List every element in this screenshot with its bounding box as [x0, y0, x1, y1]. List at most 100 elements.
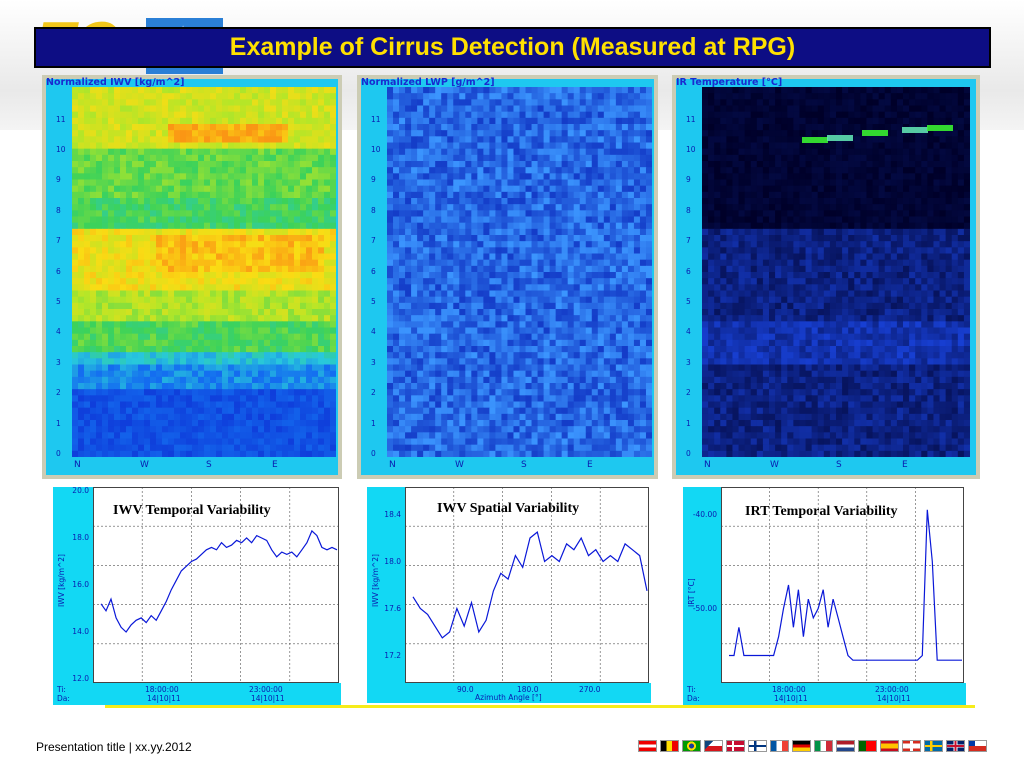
y-axis-label: IWV [kg/m^2] [371, 554, 380, 607]
y-tick-label: 16.0 [72, 580, 89, 589]
x-date-label: 14|10|11 [877, 694, 911, 703]
flag-pt-icon [858, 740, 877, 752]
x-tick-label: S [521, 460, 527, 470]
x-tick-label: 23:00:00 [875, 685, 909, 694]
grid [405, 487, 649, 683]
flag-de-icon [792, 740, 811, 752]
y-tick-label: 18.4 [384, 509, 401, 519]
y-tick-label: 9 [371, 175, 376, 185]
lwp-heatmap-panel: Normalized LWP [g/m^2] 0 1 2 3 4 5 6 7 8 9 10 11 N W S… [357, 75, 658, 479]
flag-nl-icon [836, 740, 855, 752]
y-tick-label: 0 [371, 449, 376, 458]
y-tick-label: 3 [686, 357, 691, 367]
x-date-label: 14|10|11 [774, 694, 808, 703]
flag-fr-icon [770, 740, 789, 752]
chart-title: IRT Temporal Variability [745, 504, 898, 519]
y-tick-label: 6 [56, 266, 61, 276]
x-tick-label: 18:00:00 [772, 685, 806, 694]
x-tick-label: 18:00:00 [145, 685, 179, 694]
y-tick-label: 17.2 [384, 650, 401, 660]
y-tick-label: 10 [686, 145, 696, 154]
x-date-label: 14|10|11 [147, 694, 181, 703]
flag-es-icon [880, 740, 899, 752]
flag-be-icon [660, 740, 679, 752]
heatmap-title: Normalized IWV [kg/m^2] [46, 77, 185, 88]
y-tick-label: 2 [686, 388, 691, 398]
y-tick-label: 0 [686, 449, 691, 458]
y-tick-label: 8 [371, 205, 376, 215]
y-tick-label: 3 [371, 357, 376, 367]
x-date-label: 14|10|11 [251, 694, 285, 703]
y-tick-label: 7 [686, 236, 691, 246]
flag-br-icon [682, 740, 701, 752]
x-tick-label: N [389, 460, 396, 470]
grid [93, 487, 339, 683]
x-tick-label: N [704, 460, 711, 470]
x-tick-label: E [272, 460, 278, 470]
heatmap-title: Normalized LWP [g/m^2] [361, 77, 495, 88]
flag-gb-icon [946, 740, 965, 752]
y-tick-label: 12.0 [72, 674, 89, 683]
series-line [412, 531, 648, 639]
y-tick-label: 1 [56, 418, 61, 428]
y-tick-label: 5 [686, 297, 691, 306]
y-tick-label: 20.0 [72, 486, 89, 495]
chart-title: IWV Spatial Variability [437, 501, 580, 516]
y-tick-label: 11 [371, 114, 381, 124]
irt-heatmap [702, 87, 970, 457]
x-tick-label: S [206, 460, 212, 470]
flag-cl-icon [968, 740, 987, 752]
y-tick-label: 8 [56, 205, 61, 215]
flag-cz-icon [704, 740, 723, 752]
divider-line [105, 705, 975, 708]
y-tick-label: 9 [56, 175, 61, 185]
x-tick-label: N [74, 460, 81, 470]
series-line [100, 529, 338, 633]
x-tick-label: E [902, 460, 908, 470]
flag-dk-icon [726, 740, 745, 752]
x-tick-label: W [455, 460, 464, 470]
series-line [729, 509, 962, 661]
y-tick-label: 10 [371, 145, 381, 154]
y-tick-label: 4 [371, 327, 376, 337]
y-tick-label: 2 [56, 388, 61, 398]
x-tick-label: 180.0 [517, 685, 539, 694]
cirrus-band [802, 125, 953, 143]
x-tick-label: W [770, 460, 779, 470]
flag-at-icon [638, 740, 657, 752]
iwv-heatmap-panel: Normalized IWV [kg/m^2] 0 1 2 3 4 5 6 7 8 9 10 11 N W… [42, 75, 342, 479]
y-tick-label: 8 [686, 205, 691, 215]
x-tick-label: 23:00:00 [249, 685, 283, 694]
chart-title: IWV Temporal Variability [113, 503, 271, 518]
y-tick-label: 7 [56, 236, 61, 246]
y-tick-label: 0 [56, 449, 61, 458]
y-tick-label: 1 [371, 418, 376, 428]
lwp-heatmap [387, 87, 652, 457]
flag-row [638, 740, 987, 752]
y-tick-label: -50.00 [692, 603, 717, 613]
y-tick-label: 4 [686, 327, 691, 337]
y-axis-label: IRT [°C] [687, 578, 696, 607]
flag-fi-icon [748, 740, 767, 752]
y-tick-label: 1 [686, 418, 691, 428]
y-tick-label: 3 [56, 357, 61, 367]
x-tick-label: S [836, 460, 842, 470]
flag-ch-icon [902, 740, 921, 752]
y-tick-label: 5 [56, 297, 61, 306]
grid [721, 487, 964, 683]
y-tick-label: 17.6 [384, 603, 401, 613]
x-tick-label: 270.0 [579, 685, 601, 694]
x-tick-label: W [140, 460, 149, 470]
y-tick-label: 6 [686, 266, 691, 276]
x-row-label: Da: [687, 694, 700, 703]
x-row-label: Ti: [687, 685, 696, 694]
irt-temporal-chart: IRT Temporal Variability -40.00 -50.00 IRT… [683, 487, 966, 705]
y-tick-label: 4 [56, 327, 61, 337]
y-tick-label: 9 [686, 175, 691, 185]
y-tick-label: 7 [371, 236, 376, 246]
x-tick-label: E [587, 460, 593, 470]
footer-text: Presentation title | xx.yy.2012 [36, 740, 192, 754]
y-tick-label: 18.0 [72, 533, 89, 542]
y-tick-label: 11 [686, 114, 696, 124]
slide-title: Example of Cirrus Detection (Measured at… [229, 33, 796, 61]
